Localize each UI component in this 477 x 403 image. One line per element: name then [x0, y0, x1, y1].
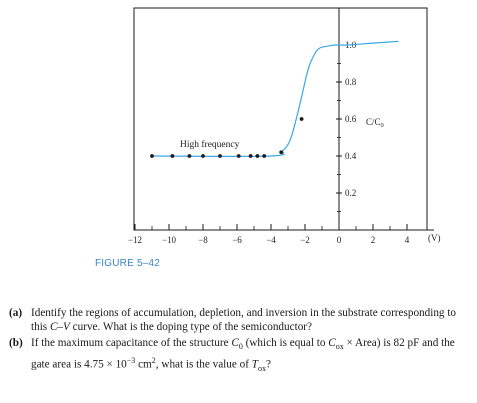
question-text-run: , what is the value of [155, 358, 252, 371]
data-point [262, 154, 267, 158]
question-text-run: ox [258, 363, 267, 373]
question-text-run: ? [266, 358, 271, 371]
figure-label: FIGURE 5–42 [95, 258, 161, 269]
data-point [201, 154, 205, 158]
question-text-run: C [328, 337, 336, 350]
question-text: If the maximum capacitance of the struct… [31, 337, 471, 375]
x-tick-label: −12 [128, 235, 142, 245]
y-tick-label: 0.6 [345, 114, 357, 124]
plot-frame [133, 7, 428, 231]
x-tick-label: −2 [300, 235, 310, 245]
annotation-high-frequency: High frequency [180, 139, 240, 150]
y-tick-label: 0.8 [345, 77, 357, 87]
question-text-run: C–V [49, 320, 70, 333]
x-tick-label: −6 [232, 235, 242, 245]
x-axis-ticks: −12 −10 −8 −6 −4 −2 0 2 4 [128, 224, 410, 245]
data-point [248, 154, 253, 158]
data-point [150, 154, 154, 158]
data-point [187, 154, 192, 158]
y-tick-label: 0.4 [345, 151, 357, 161]
x-tick-label: −10 [162, 235, 177, 245]
question-text-run: curve. What is the doping type of the se… [69, 320, 312, 333]
question-text-run: −3 [126, 356, 136, 366]
question-text-run: C [231, 337, 239, 350]
x-tick-label: −8 [198, 235, 208, 245]
data-point [279, 150, 284, 155]
data-point [299, 117, 304, 121]
cv-curve-figure: −12 −10 −8 −6 −4 −2 0 2 4 0.20.40.60.81.0 High f… [128, 7, 441, 245]
question-text-run: If the maximum capacitance of the struct… [31, 337, 232, 350]
question-text: Identify the regions of accumulation, de… [31, 307, 471, 334]
x-tick-label: 2 [371, 235, 376, 245]
data-point [236, 154, 241, 158]
question-tag: (b) [9, 337, 23, 350]
question-text-run: (which is equal to [242, 337, 329, 350]
data-point [218, 154, 222, 158]
question-text-run: ox [335, 342, 344, 352]
x-axis-unit: (V) [428, 233, 441, 243]
y-tick-label: 0.2 [345, 188, 356, 198]
question-item: (b) If the maximum capacitance of the str… [9, 337, 471, 375]
question-item: (a) Identify the regions of accumulation,… [9, 307, 471, 334]
question-text-run: × Area) is 82 pF and the gate area is 4.… [31, 337, 455, 371]
series-line-high-frequency [151, 40, 399, 158]
question-text-run: 0 [238, 342, 243, 352]
question-text-run: Identify the regions of accumulation, de… [31, 307, 457, 333]
data-point [255, 154, 260, 158]
x-tick-label: 0 [337, 235, 342, 245]
question-list: (a) Identify the regions of accumulation,… [9, 307, 471, 379]
data-point [170, 154, 175, 158]
series-points-high-frequency [150, 117, 304, 158]
y-axis-title: C/C0 [366, 117, 384, 129]
x-tick-label: 4 [405, 235, 410, 245]
x-tick-label: −4 [266, 235, 276, 245]
question-text-run: cm [135, 358, 152, 371]
question-tag: (a) [9, 307, 23, 319]
question-text-run: 2 [151, 356, 156, 366]
question-text-run: T [251, 358, 259, 371]
